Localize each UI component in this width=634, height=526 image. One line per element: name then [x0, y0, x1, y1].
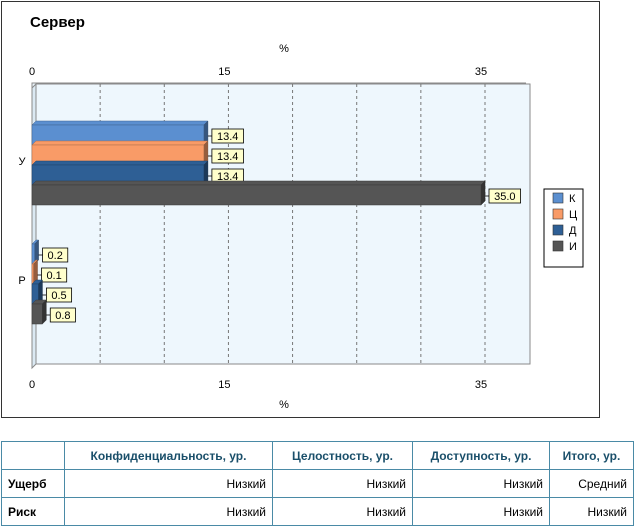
- data-label-box: [488, 188, 522, 204]
- table-cell: Низкий: [272, 469, 413, 498]
- bar-top-face: [31, 160, 209, 166]
- chart-panel: Сервер 0 0 15 15 35 35%% У 13.4 13.4 13.4 35.0 Р 0.2…: [1, 1, 600, 418]
- data-label: 13.4: [217, 151, 238, 163]
- table-cell: Низкий: [412, 469, 550, 498]
- legend-label: К: [569, 193, 576, 205]
- data-label-box: [211, 148, 244, 164]
- bar-top-face: [31, 120, 209, 126]
- table-row: Ущерб Низкий Низкий Низкий Средний: [1, 469, 634, 498]
- x-tick-label-bottom: 15: [218, 379, 230, 391]
- x-tick-label-top: 35: [475, 66, 487, 78]
- table-header-row: Конфиденциальность, ур. Целостность, ур.…: [1, 441, 634, 470]
- bar-top-face: [31, 140, 209, 146]
- data-label-box: [211, 128, 244, 144]
- x-tick-label-top: 15: [218, 66, 230, 78]
- legend-swatch: [552, 208, 564, 220]
- bar: [31, 263, 34, 285]
- header-cell-total: Итого, ур.: [549, 441, 634, 470]
- axis-unit-label-bottom: %: [279, 399, 289, 411]
- row-label-damage: Ущерб: [1, 469, 65, 498]
- data-label: 0.5: [51, 290, 66, 302]
- legend-label: Ц: [569, 209, 577, 221]
- header-cell-empty: [1, 441, 65, 470]
- header-cell-confidentiality: Конфиденциальность, ур.: [64, 441, 273, 470]
- table-cell: Средний: [549, 469, 634, 498]
- legend-label: И: [569, 241, 577, 253]
- table-cell: Низкий: [412, 497, 550, 526]
- table-cell: Низкий: [272, 497, 413, 526]
- data-label: 0.8: [55, 310, 70, 322]
- header-cell-availability: Доступность, ур.: [412, 441, 550, 470]
- bar: [31, 243, 35, 265]
- data-label-box: [49, 307, 76, 323]
- chart-title: Сервер: [30, 14, 85, 31]
- bar-side-face: [480, 180, 486, 206]
- x-tick-label-bottom: 35: [475, 379, 487, 391]
- legend-swatch: [552, 192, 564, 204]
- bar-top-face: [31, 180, 486, 186]
- y-category-label: Р: [18, 275, 25, 287]
- x-tick-label-top: 0: [29, 66, 35, 78]
- axis-unit-label-top: %: [279, 43, 289, 55]
- legend-swatch: [552, 224, 564, 236]
- data-label: 35.0: [494, 191, 515, 203]
- row-label-risk: Риск: [1, 497, 65, 526]
- x-tick-label-bottom: 0: [29, 379, 35, 391]
- table-cell: Низкий: [64, 469, 273, 498]
- bar: [31, 303, 43, 325]
- bar: [31, 184, 482, 206]
- data-label-box: [41, 267, 68, 283]
- table-row: Риск Низкий Низкий Низкий Низкий: [1, 497, 634, 526]
- data-label: 0.1: [46, 270, 61, 282]
- legend-swatch: [552, 240, 564, 252]
- data-label-box: [42, 247, 69, 263]
- table-cell: Низкий: [64, 497, 273, 526]
- legend-box: [543, 188, 584, 268]
- data-label: 0.2: [48, 250, 63, 262]
- y-category-label: У: [19, 156, 27, 168]
- table-cell: Низкий: [549, 497, 634, 526]
- header-cell-integrity: Целостность, ур.: [272, 441, 413, 470]
- legend-label: Д: [569, 225, 577, 237]
- summary-table: Конфиденциальность, ур. Целостность, ур.…: [1, 441, 634, 526]
- data-label-box: [46, 287, 73, 303]
- data-label: 13.4: [217, 171, 238, 183]
- bar-chart: Сервер 0 0 15 15 35 35%% У 13.4 13.4 13.4 35.0 Р 0.2…: [18, 14, 584, 411]
- bar-side-face: [42, 299, 47, 325]
- data-label: 13.4: [217, 131, 238, 143]
